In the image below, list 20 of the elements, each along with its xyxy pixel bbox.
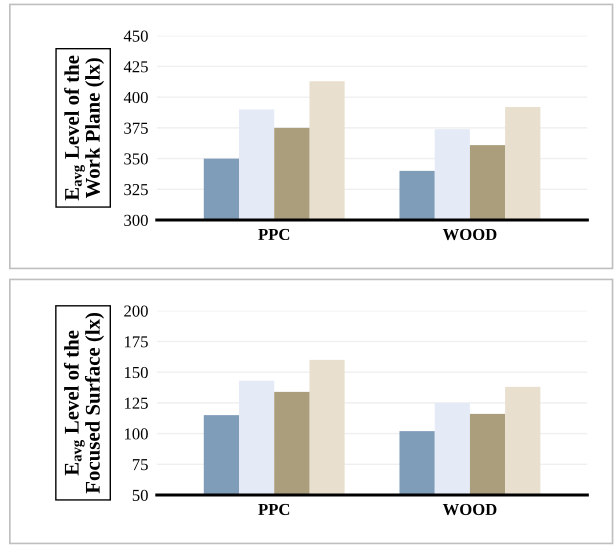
y-tick-label: 450 bbox=[124, 30, 148, 42]
y-tick-label: 200 bbox=[124, 305, 148, 317]
y-tick-label: 150 bbox=[124, 366, 148, 378]
y-tick-label: 100 bbox=[124, 428, 148, 440]
y-tick-label: 300 bbox=[124, 214, 148, 226]
y-tick-label: 350 bbox=[124, 153, 148, 165]
y-tick-label: 325 bbox=[124, 184, 148, 196]
y-axis-title: E$_{avg}$ Level of the Focused Surface (lx) bbox=[64, 312, 104, 494]
y-tick-label: 425 bbox=[124, 61, 148, 72]
x-tick-label: PPC bbox=[258, 228, 290, 240]
y-tick-label: 175 bbox=[124, 336, 148, 348]
y-tick-label: 400 bbox=[124, 92, 148, 104]
x-tick-label: PPC bbox=[258, 504, 290, 516]
y-tick-label: 75 bbox=[132, 459, 148, 470]
y-tick-label: 50 bbox=[132, 490, 148, 501]
x-tick-label: WOOD bbox=[442, 504, 496, 516]
x-tick-label: WOOD bbox=[442, 228, 496, 240]
y-axis-title: E$_{avg}$ Level of the Work Plane (lx) bbox=[64, 56, 104, 200]
y-tick-label: 375 bbox=[124, 122, 148, 134]
y-tick-label: 125 bbox=[124, 398, 148, 409]
